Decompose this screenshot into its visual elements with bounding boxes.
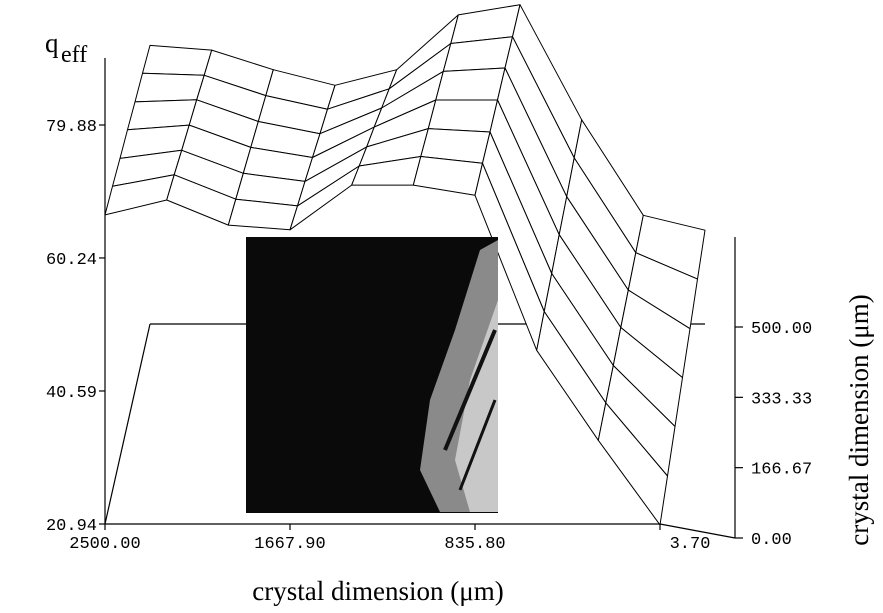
surface-cell xyxy=(143,45,212,75)
z-tick-label: 20.94 xyxy=(46,517,97,536)
x-tick-label: 3.70 xyxy=(670,535,711,554)
x-tick-label: 835.80 xyxy=(444,535,505,554)
x-axis-label: crystal dimension (μm) xyxy=(252,576,503,606)
y-tick-label: 333.33 xyxy=(751,390,812,409)
z-axis-label: q xyxy=(45,28,59,58)
x-tick-label: 1667.90 xyxy=(254,535,325,554)
y-axis-label: crystal dimension (μm) xyxy=(844,294,874,545)
inset-image xyxy=(246,237,498,513)
surface-cell xyxy=(436,68,505,100)
x-tick-label: 2500.00 xyxy=(69,535,140,554)
floor-edge xyxy=(105,324,150,524)
z-axis-label-sub: eff xyxy=(61,42,87,68)
surface-cell xyxy=(135,73,204,102)
z-tick-label: 79.88 xyxy=(46,118,97,137)
y-tick-label: 500.00 xyxy=(751,320,812,339)
z-tick-label: 60.24 xyxy=(46,251,97,270)
chart: q eff crystal dimension (μm) crystal dim… xyxy=(0,0,883,613)
y-tick-label: 0.00 xyxy=(751,531,792,550)
z-tick-label: 40.59 xyxy=(46,384,97,403)
surface-cell xyxy=(413,157,482,196)
y-tick-label: 166.67 xyxy=(751,461,812,480)
surface-cell xyxy=(428,100,497,132)
